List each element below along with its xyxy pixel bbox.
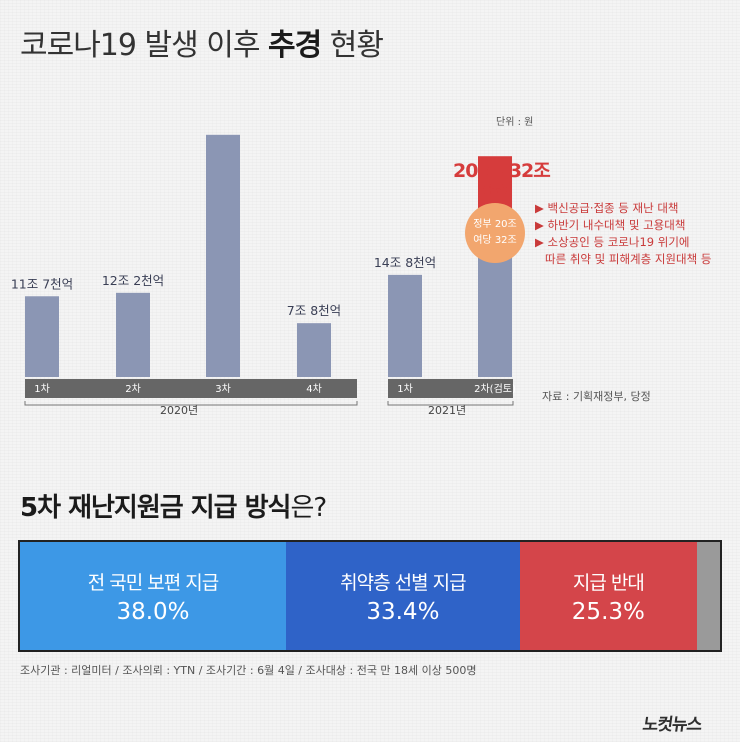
party-estimate-label: 여당 32조 (473, 235, 517, 246)
page-title: 코로나19 발생 이후 추경 현황 (20, 28, 384, 63)
segment-label: 취약층 선별 지급 (340, 571, 466, 594)
category-label: 3차 (215, 383, 231, 395)
segment-selective: 취약층 선별 지급 33.4% (286, 542, 520, 650)
segment-universal: 전 국민 보편 지급 38.0% (20, 542, 286, 650)
estimate-bar-cap (478, 197, 512, 208)
title-highlight: 추경 (267, 28, 322, 63)
segment-value: 33.4% (366, 598, 440, 625)
bar (206, 134, 240, 377)
estimate-notes: ▶ 백신공급·접종 등 재난 대책 ▶ 하반기 내수대책 및 고용대책 ▶ 소상… (535, 200, 711, 268)
axis-band-2021 (388, 379, 513, 398)
estimate-range-label: 20조~32조 (453, 160, 551, 182)
segment-label: 지급 반대 (572, 571, 645, 594)
bar (25, 296, 59, 377)
source-label: 자료 : 기획재정부, 당정 (542, 390, 651, 403)
segment-oppose: 지급 반대 25.3% (519, 542, 697, 650)
survey-title: 5차 재난지원금 지급 방식은? (20, 493, 327, 523)
segment-label: 전 국민 보편 지급 (87, 571, 219, 594)
bracket-2021 (387, 401, 514, 406)
year-label-2020: 2020년 (160, 404, 199, 417)
category-label: 1차 (397, 383, 413, 395)
category-label: 4차 (306, 383, 322, 395)
bar (116, 292, 150, 377)
note-item: 따른 취약 및 피해계층 지원대책 등 (545, 252, 712, 266)
bracket-2020 (24, 401, 358, 406)
note-item: ▶ 백신공급·접종 등 재난 대책 (535, 201, 679, 215)
estimate-range-sub: (추산) (482, 185, 509, 196)
data-label: 12조 2천억 (102, 273, 164, 288)
category-label: 2차 (125, 383, 141, 395)
axis-band-2020 (25, 379, 357, 398)
nocut-news-logo: 노컷뉴스 (641, 715, 703, 735)
gov-estimate-label: 정부 20조 (473, 219, 517, 230)
bar (388, 274, 422, 377)
data-label: 7조 8천억 (287, 303, 341, 318)
segment-other (696, 542, 720, 650)
category-label: 2차(검토) (474, 383, 516, 395)
year-label-2021: 2021년 (428, 404, 467, 417)
data-label: 11조 7천억 (11, 276, 73, 291)
estimate-circle: 정부 20조 여당 32조 (465, 203, 525, 263)
bar (297, 323, 331, 377)
survey-stacked-bar: 전 국민 보편 지급 38.0% 취약층 선별 지급 33.4% 지급 반대 2… (18, 540, 722, 652)
segment-value: 25.3% (571, 598, 645, 625)
note-item: ▶ 소상공인 등 코로나19 위기에 (535, 235, 690, 249)
survey-footnote: 조사기관 : 리얼미터 / 조사의뢰 : YTN / 조사기간 : 6월 4일 … (20, 664, 477, 677)
data-label: 14조 8천억 (374, 255, 436, 270)
segment-value: 38.0% (116, 598, 190, 625)
note-item: ▶ 하반기 내수대책 및 고용대책 (535, 218, 686, 232)
unit-label: 단위 : 원 (496, 117, 534, 128)
category-label: 1차 (34, 383, 50, 395)
